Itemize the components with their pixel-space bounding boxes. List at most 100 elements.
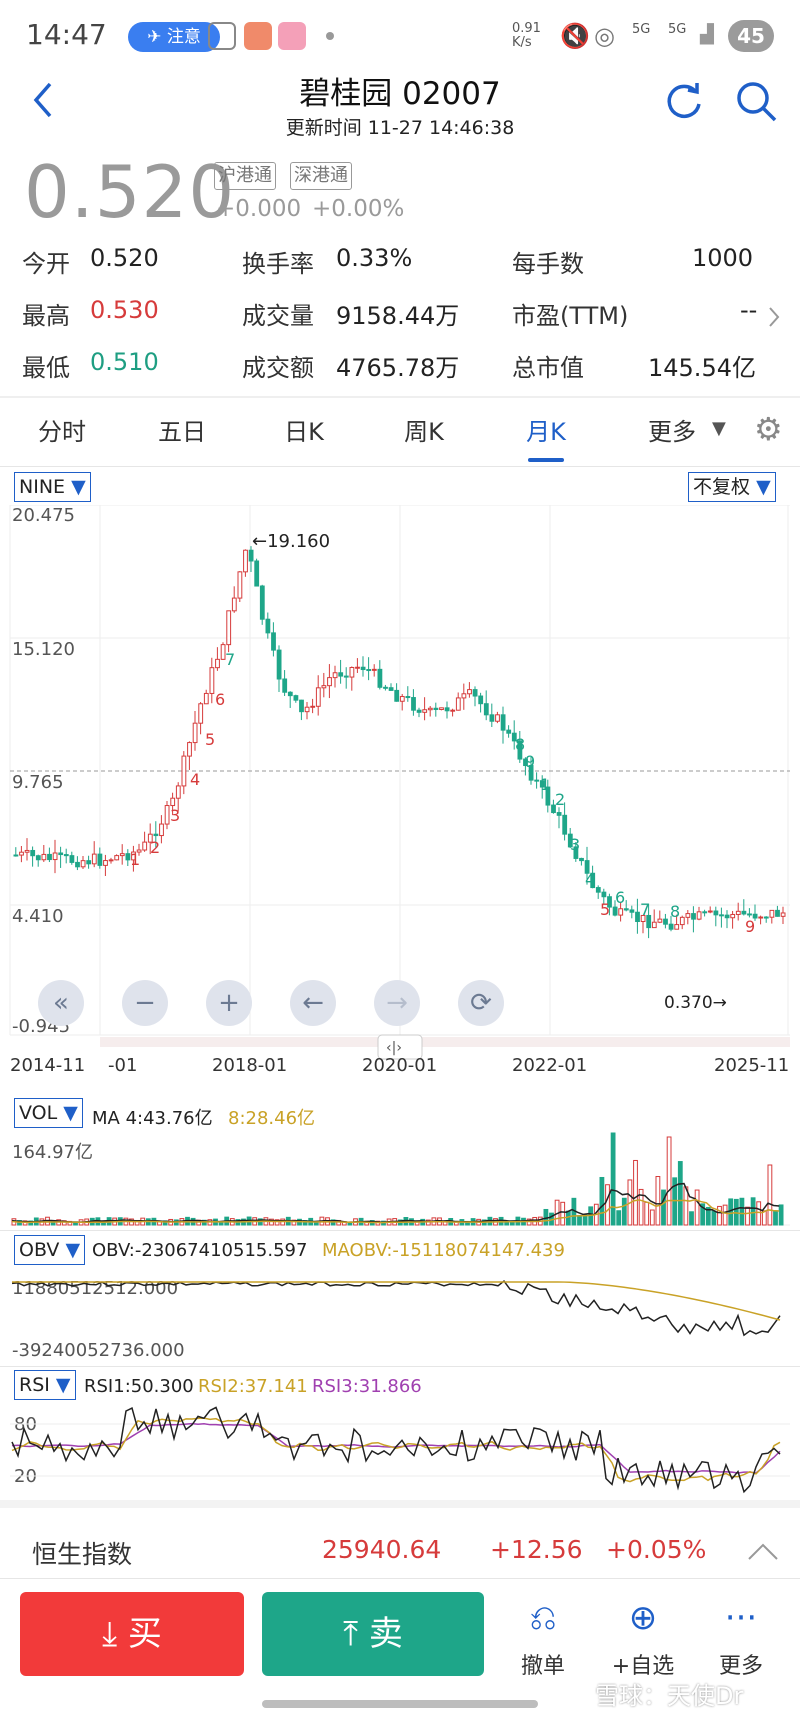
index-name[interactable]: 恒生指数 [32, 1540, 133, 1569]
tab-five-day[interactable]: 五日 [158, 418, 206, 446]
drag-handle-icon: ‹|› [386, 1040, 402, 1056]
amount-label: 成交额 [242, 354, 314, 382]
more-button[interactable]: 更多 [718, 1654, 763, 1679]
chevron-right-icon [769, 307, 780, 327]
vol-select[interactable]: VOL ▼ [14, 1098, 83, 1128]
net-speed: 0.91 K/s [512, 21, 541, 50]
market-cap-label: 总市值 [512, 354, 584, 382]
min-price-label: 0.370→ [664, 993, 727, 1013]
low-label: 最低 [22, 354, 70, 382]
scroll-right-button[interactable]: → [374, 980, 420, 1026]
cancel-order-button[interactable]: 撤单 [520, 1654, 565, 1679]
update-time: 更新时间 11-27 14:46:38 [285, 117, 515, 139]
high-value: 0.530 [90, 296, 159, 324]
badge-shhk: 沪港通 [214, 162, 276, 190]
dot-icon [326, 32, 334, 40]
pe-label: 市盈(TTM) [512, 302, 629, 330]
zoom-out-max-button[interactable]: « [38, 980, 84, 1026]
divider [0, 1230, 800, 1231]
lot-size-label: 每手数 [512, 250, 584, 278]
home-indicator[interactable] [262, 1700, 538, 1708]
status-bar: 14:47 ✈ 注意 0.91 K/s 🔇 ◎ 5G 5G ▟ 45 [0, 0, 800, 70]
y-label-3: 9.765 [12, 772, 64, 793]
divider [0, 466, 800, 467]
y-label-2: 15.120 [12, 639, 75, 660]
svg-text:5: 5 [205, 730, 215, 749]
screenshot-icon [208, 22, 236, 50]
caret-down-icon: ▼ [756, 476, 771, 498]
tab-weekly-k[interactable]: 周K [404, 418, 444, 446]
more-icon[interactable]: ··· [724, 1598, 758, 1638]
turnover-label: 换手率 [242, 250, 314, 278]
turnover-value: 0.33% [336, 244, 413, 272]
svg-text:5: 5 [600, 900, 610, 919]
x-label-1: 2014-11 [10, 1055, 85, 1075]
svg-text:2: 2 [150, 838, 160, 857]
tab-more[interactable]: 更多 [648, 418, 696, 446]
volume-label: 成交量 [242, 302, 314, 330]
svg-text:3: 3 [570, 835, 580, 854]
search-icon [737, 82, 769, 114]
divider [0, 1366, 800, 1367]
svg-text:2: 2 [555, 790, 565, 809]
divider [0, 396, 800, 398]
current-price: 0.520 [24, 150, 236, 234]
divider [0, 1500, 800, 1508]
app-icon [244, 22, 272, 50]
x-label-4: 2020-01 [362, 1055, 437, 1075]
signal-5g-2: 5G [668, 22, 687, 37]
range-strip [100, 1037, 790, 1047]
range-handle[interactable] [377, 1034, 423, 1060]
scroll-left-button[interactable]: ← [290, 980, 336, 1026]
bilibili-icon [278, 22, 306, 50]
expand-quote-button[interactable] [766, 304, 782, 330]
svg-text:8: 8 [515, 735, 525, 754]
svg-text:4: 4 [190, 770, 200, 789]
search-button[interactable] [735, 80, 779, 124]
svg-text:8: 8 [670, 902, 680, 921]
obv-chart [11, 1279, 781, 1337]
badge-szhk: 深港通 [290, 162, 352, 190]
svg-text:3: 3 [170, 806, 180, 825]
battery-indicator: 45 [728, 20, 774, 52]
indicator-select[interactable]: NINE ▼ [14, 472, 91, 502]
x-label-2: -01 [108, 1055, 137, 1075]
refresh-button[interactable] [664, 80, 704, 120]
add-watch-icon[interactable]: ⊕ [628, 1598, 658, 1638]
back-button[interactable] [30, 80, 56, 120]
active-tab-underline [528, 458, 564, 462]
tab-intraday[interactable]: 分时 [38, 418, 86, 446]
caret-down-icon: ▼ [63, 1102, 78, 1124]
alert-icon: ✈ [147, 27, 167, 47]
zoom-out-button[interactable]: − [122, 980, 168, 1026]
sell-button[interactable]: ⤒ 卖 [262, 1592, 484, 1676]
svg-text:9: 9 [525, 752, 535, 771]
y-label-4: 4.410 [12, 906, 64, 927]
refresh-icon [667, 84, 701, 119]
index-value: 25940.64 [322, 1535, 442, 1564]
vol-ma4: MA 4:43.76亿 [92, 1108, 213, 1129]
high-label: 最高 [22, 302, 70, 330]
upload-arrow-icon: ⤒ [343, 1614, 369, 1654]
zoom-in-button[interactable]: + [206, 980, 252, 1026]
x-label-6: 2025-11 [714, 1055, 789, 1075]
rotate-button[interactable]: ⟳ [458, 980, 504, 1026]
obv-select[interactable]: OBV ▼ [14, 1235, 86, 1265]
cancel-order-icon[interactable]: ⎌ [529, 1598, 557, 1638]
tab-daily-k[interactable]: 日K [284, 418, 324, 446]
svg-text:1: 1 [540, 775, 550, 794]
status-time: 14:47 [26, 18, 107, 51]
buy-button[interactable]: ⤓ 买 [20, 1592, 244, 1676]
settings-icon[interactable]: ⚙ [754, 410, 783, 448]
low-value: 0.510 [90, 348, 159, 376]
caret-down-icon[interactable]: ▼ [712, 418, 726, 439]
adjust-select[interactable]: 不复权 ▼ [688, 472, 776, 502]
rsi-chart [10, 1406, 790, 1494]
svg-text:6: 6 [615, 888, 625, 907]
rsi-select[interactable]: RSI ▼ [14, 1370, 76, 1400]
tab-monthly-k[interactable]: 月K [526, 418, 566, 446]
collapse-button[interactable] [746, 1540, 780, 1564]
add-watch-button[interactable]: +自选 [611, 1654, 675, 1679]
